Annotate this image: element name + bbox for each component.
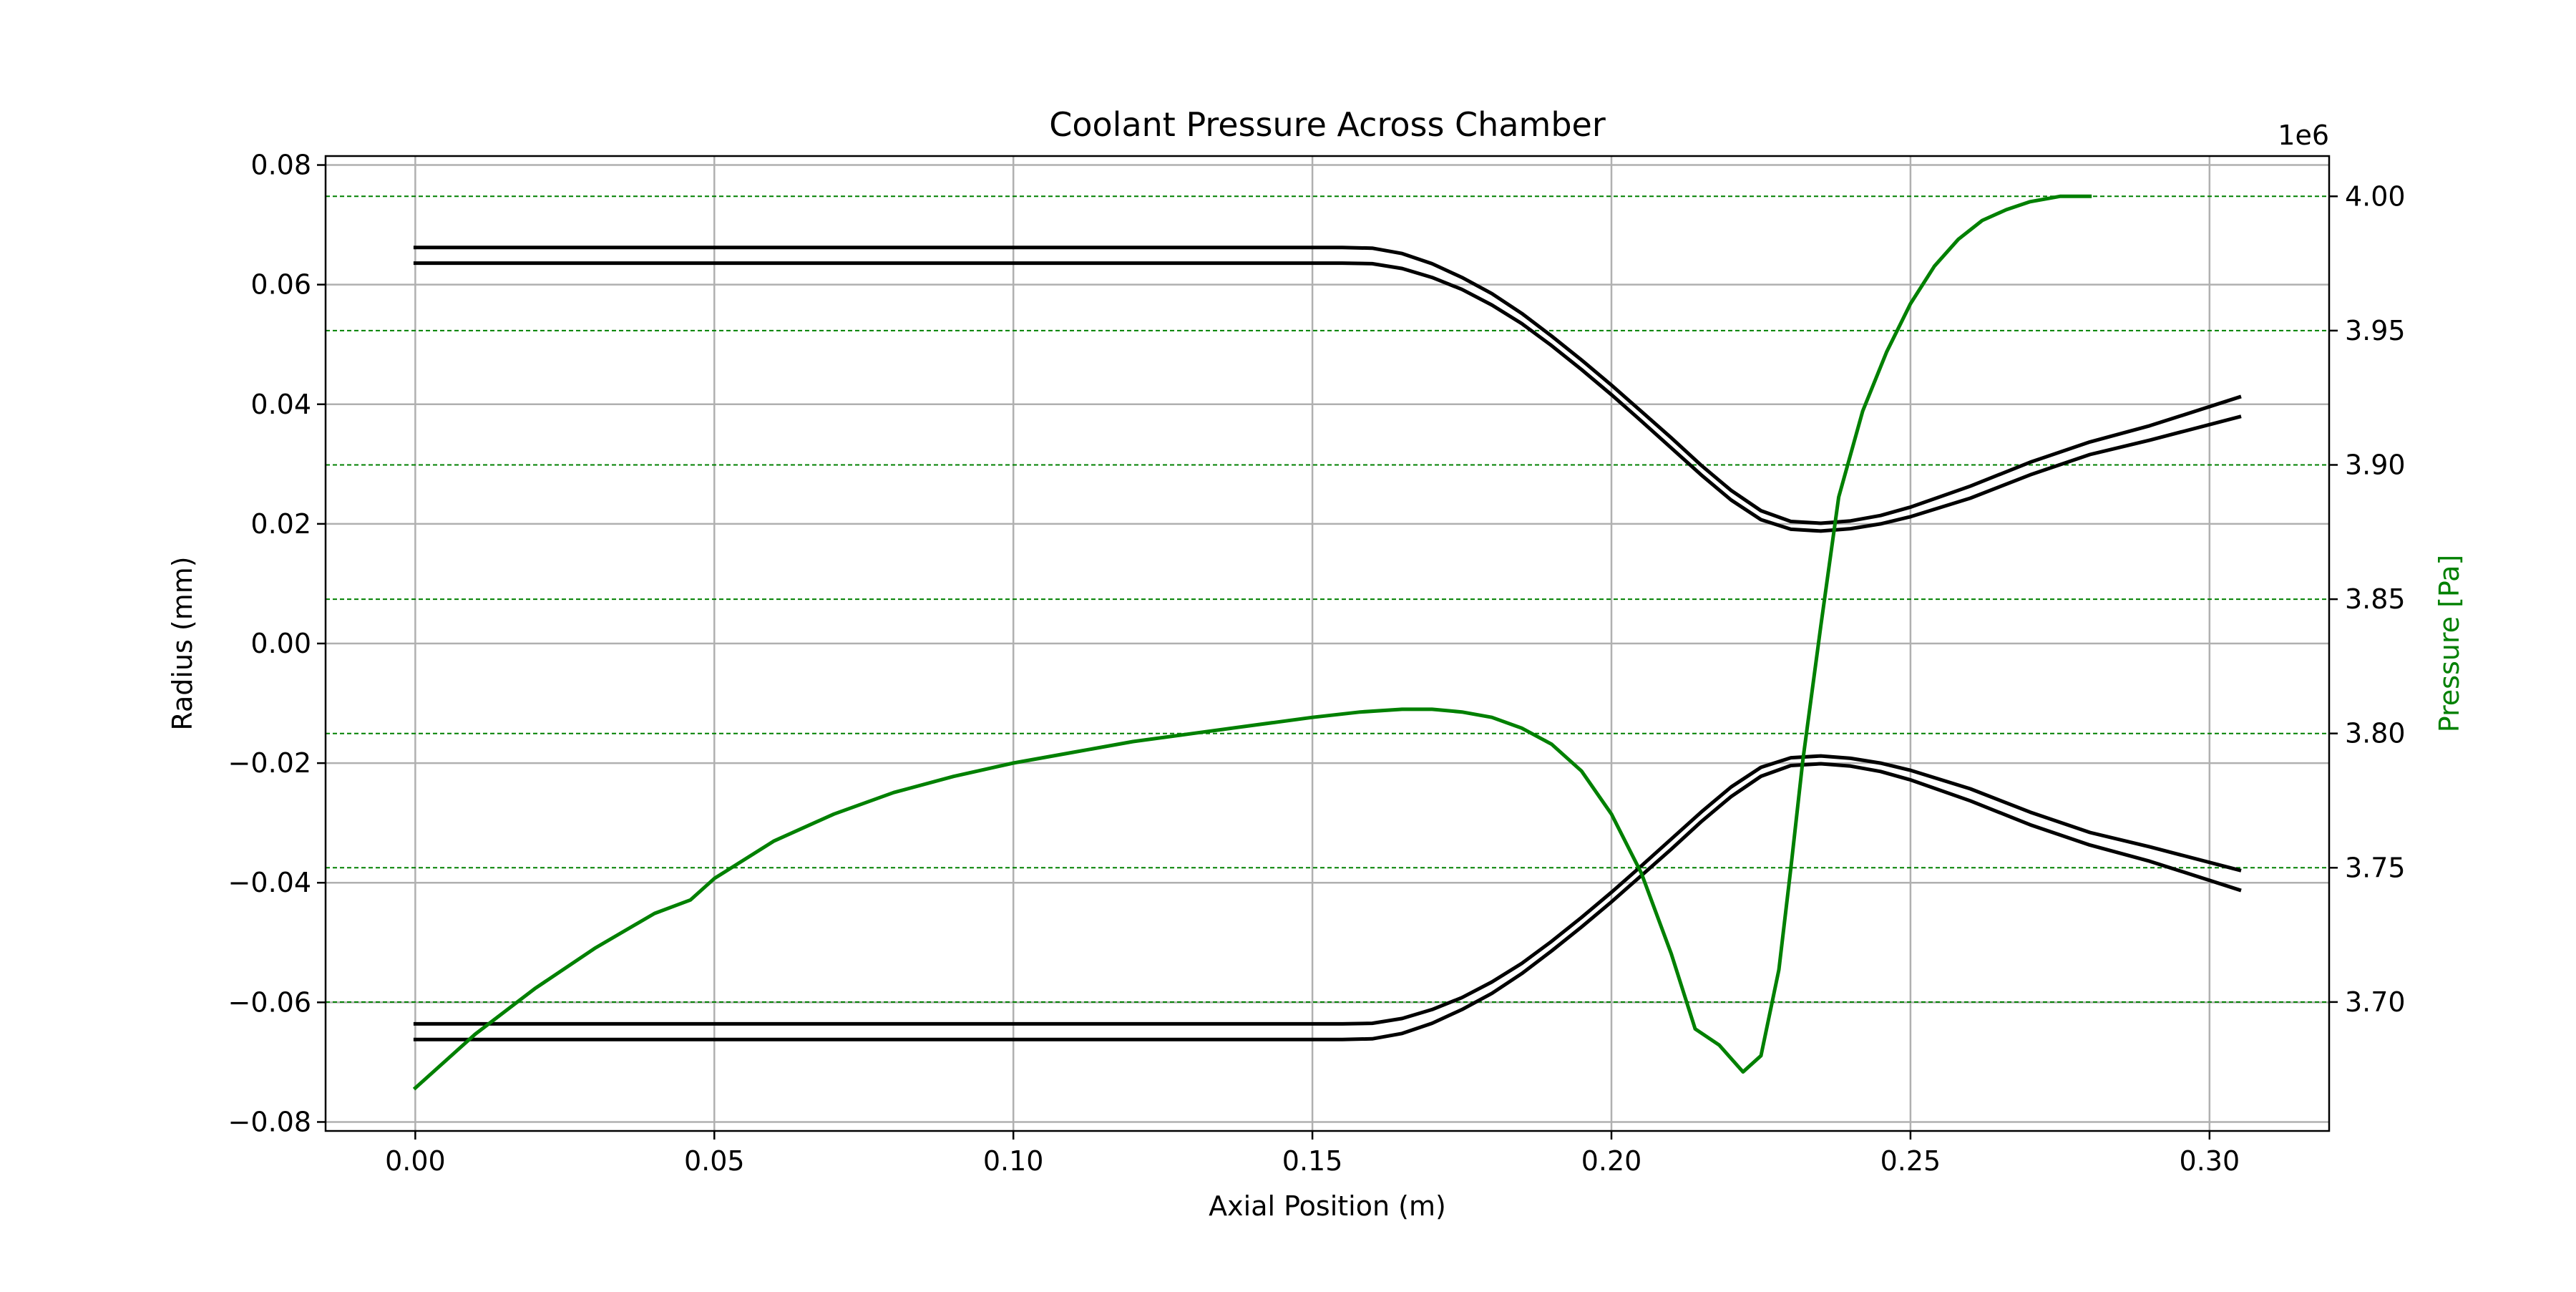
x-tick-label: 0.25 [1880, 1145, 1941, 1177]
y-ticks: 0.08 0.06 0.04 0.02 0.00 −0.02 −0.04 −0.06 −0.08 [228, 150, 326, 1137]
pressure-line [412, 194, 2092, 1091]
x-tick-label: 0.15 [1282, 1145, 1343, 1177]
x-tick-label: 0.30 [2180, 1145, 2240, 1177]
y2-tick-label: 3.90 [2345, 449, 2406, 480]
y2-offset-label: 1e6 [2278, 120, 2329, 151]
contour-line-2 [413, 261, 2242, 533]
y-tick-label: 0.00 [250, 628, 311, 659]
contour-line-3 [413, 754, 2242, 1026]
chart-title: Coolant Pressure Across Chamber [1049, 105, 1606, 144]
y-tick-label: −0.08 [228, 1106, 311, 1137]
y2-tick-label: 3.95 [2345, 315, 2406, 346]
y-tick-label: 0.04 [250, 389, 311, 420]
y-tick-label: −0.02 [228, 747, 311, 779]
y-tick-label: 0.02 [250, 508, 311, 540]
y2-tick-label: 3.85 [2345, 583, 2406, 615]
y-tick-label: −0.06 [228, 986, 311, 1018]
secondary-grid-layer [326, 195, 2329, 1003]
y-tick-label: −0.04 [228, 867, 311, 898]
contour-line-4 [413, 762, 2242, 1041]
y2-tick-label: 3.80 [2345, 718, 2406, 749]
x-tick-label: 0.00 [385, 1145, 446, 1177]
y-tick-label: 0.06 [250, 269, 311, 301]
grid-layer [326, 156, 2329, 1131]
x-axis-label: Axial Position (m) [1209, 1190, 1446, 1222]
series-layer [412, 194, 2242, 1091]
y2-axis-label: Pressure [Pa] [2434, 555, 2465, 732]
y2-tick-label: 3.75 [2345, 852, 2406, 883]
y2-tick-label: 4.00 [2345, 180, 2406, 212]
x-tick-label: 0.05 [684, 1145, 745, 1177]
x-tick-label: 0.10 [983, 1145, 1044, 1177]
y-tick-label: 0.08 [250, 150, 311, 181]
contour-line-1 [413, 246, 2242, 525]
y-axis-label: Radius (mm) [167, 556, 198, 730]
x-tick-label: 0.20 [1581, 1145, 1642, 1177]
y2-ticks: 4.00 3.95 3.90 3.85 3.80 3.75 3.70 [2329, 180, 2406, 1018]
y2-tick-label: 3.70 [2345, 986, 2406, 1018]
x-ticks: 0.00 0.05 0.10 0.15 0.20 0.25 0.30 [385, 1131, 2240, 1177]
